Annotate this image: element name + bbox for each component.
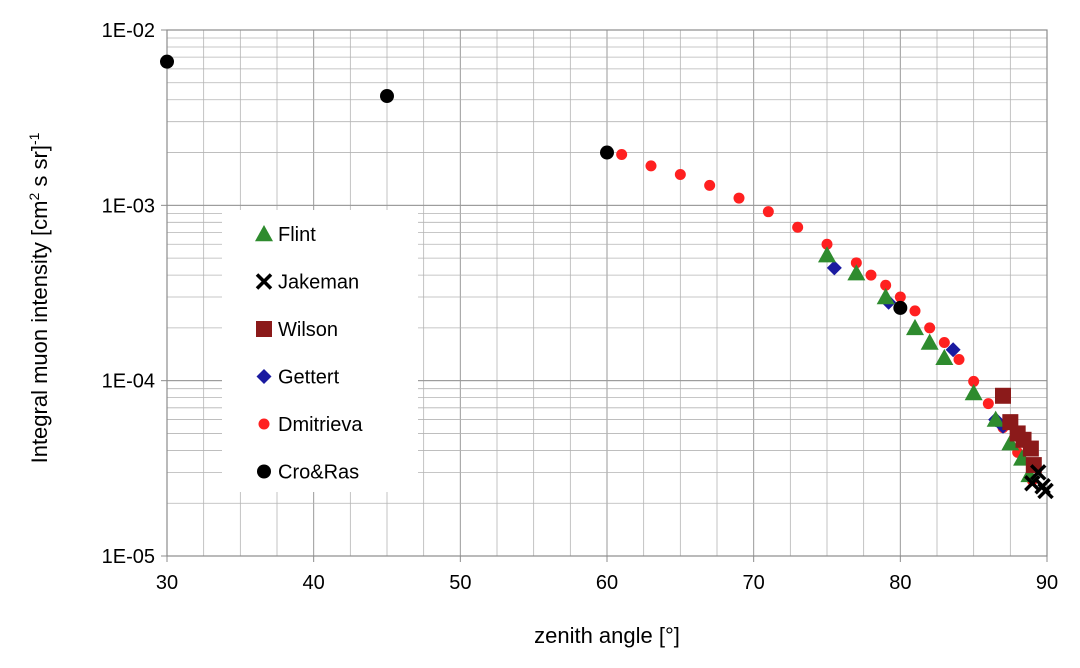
y-axis-title-main: Integral muon intensity [cm [27, 201, 52, 464]
dmitrieva-point [938, 337, 950, 349]
cro-ras-point [893, 300, 908, 315]
cro-ras-point [600, 145, 614, 160]
legend-marker-jakeman-stroke [255, 273, 273, 290]
wilson-point [995, 387, 1011, 404]
legend-label-flint: Flint [278, 224, 316, 246]
dmitrieva-point [674, 168, 686, 180]
gettert-point [826, 260, 842, 276]
flint-point [818, 246, 836, 263]
dmitrieva-point [733, 192, 745, 204]
y-tick-label: 1E-05 [102, 546, 155, 568]
series-wilson [995, 387, 1042, 474]
dmitrieva-point [704, 179, 716, 191]
x-tick-label: 70 [743, 572, 765, 594]
gettert-point [945, 342, 961, 358]
y-axis-title-sup1: 2 [26, 193, 42, 201]
legend-label-wilson: Wilson [278, 319, 338, 341]
jakeman-point-stroke [1037, 482, 1054, 500]
legend-marker-flint [255, 225, 273, 242]
flint-point [876, 288, 895, 305]
wilson-point [1025, 457, 1042, 474]
dmitrieva-point [968, 375, 980, 387]
flint-point [1001, 434, 1020, 451]
legend-box [222, 210, 418, 492]
x-tick-label: 40 [303, 572, 325, 594]
dmitrieva-point [880, 279, 892, 291]
x-tick-label: 80 [889, 572, 911, 594]
jakeman-point [1037, 482, 1054, 500]
x-tick-label: 90 [1036, 572, 1058, 594]
y-axis-title: Integral muon intensity [cm2 s sr]-1 [26, 132, 52, 463]
legend-label-cro-ras: Cro&Ras [278, 462, 359, 484]
legend-item-gettert: Gettert [256, 367, 340, 389]
legend-marker-dmitrieva [258, 418, 270, 430]
flint-point [986, 410, 1005, 427]
flint-point [920, 333, 939, 350]
legend-item-cro-ras: Cro&Ras [257, 462, 359, 484]
legend-item-jakeman: Jakeman [255, 272, 359, 294]
legend-items: Flint Jakeman Wilson Gettert Dmitrieva Cro&Ra… [255, 224, 363, 484]
x-tick-label: 50 [449, 572, 471, 594]
legend-item-flint: Flint [255, 224, 316, 246]
jakeman-point-stroke [1029, 464, 1047, 481]
legend: Flint Jakeman Wilson Gettert Dmitrieva Cro&Ra… [222, 210, 418, 492]
series-cro-ras [160, 54, 908, 315]
y-axis-title-sup2: -1 [26, 132, 42, 145]
dmitrieva-point [865, 269, 877, 281]
data-marks [160, 54, 1054, 500]
jakeman-point [1029, 464, 1047, 481]
flint-point [906, 318, 924, 336]
cro-ras-point [160, 54, 174, 69]
x-tick-label: 60 [596, 572, 618, 594]
dmitrieva-point [909, 305, 921, 317]
flint-point [935, 348, 954, 366]
dmitrieva-point [850, 257, 862, 269]
legend-label-dmitrieva: Dmitrieva [278, 414, 363, 436]
dmitrieva-point [645, 160, 657, 172]
legend-label-jakeman: Jakeman [278, 272, 359, 294]
x-axis-title: zenith angle [°] [534, 623, 680, 648]
dmitrieva-point [821, 238, 833, 250]
y-tick-label: 1E-04 [102, 371, 155, 393]
legend-item-wilson: Wilson [256, 319, 338, 341]
dmitrieva-point [953, 354, 965, 366]
dmitrieva-point [894, 291, 906, 303]
axis-ticks: 30 40 50 60 70 80 90 1E-05 1E-04 1E-03 1E-02 [102, 20, 1059, 594]
dmitrieva-point [982, 398, 994, 410]
dmitrieva-point [616, 148, 628, 160]
flint-point [847, 264, 866, 281]
legend-marker-wilson [256, 321, 272, 337]
series-flint [818, 246, 1039, 483]
dmitrieva-point [924, 322, 936, 334]
cro-ras-point [380, 89, 394, 104]
wilson-point [1022, 440, 1039, 457]
legend-marker-gettert [256, 369, 272, 384]
series-jakeman [1024, 464, 1054, 500]
legend-label-gettert: Gettert [278, 367, 340, 389]
x-tick-label: 30 [156, 572, 178, 594]
legend-marker-cro-ras [257, 464, 271, 479]
y-tick-label: 1E-03 [102, 195, 155, 217]
y-axis-title-mid: s sr] [27, 145, 52, 193]
dmitrieva-point [792, 221, 804, 233]
legend-marker-jakeman [255, 273, 273, 290]
legend-item-dmitrieva: Dmitrieva [258, 414, 363, 436]
y-tick-label: 1E-02 [102, 20, 155, 42]
dmitrieva-point [762, 206, 774, 218]
flint-point [964, 384, 983, 401]
